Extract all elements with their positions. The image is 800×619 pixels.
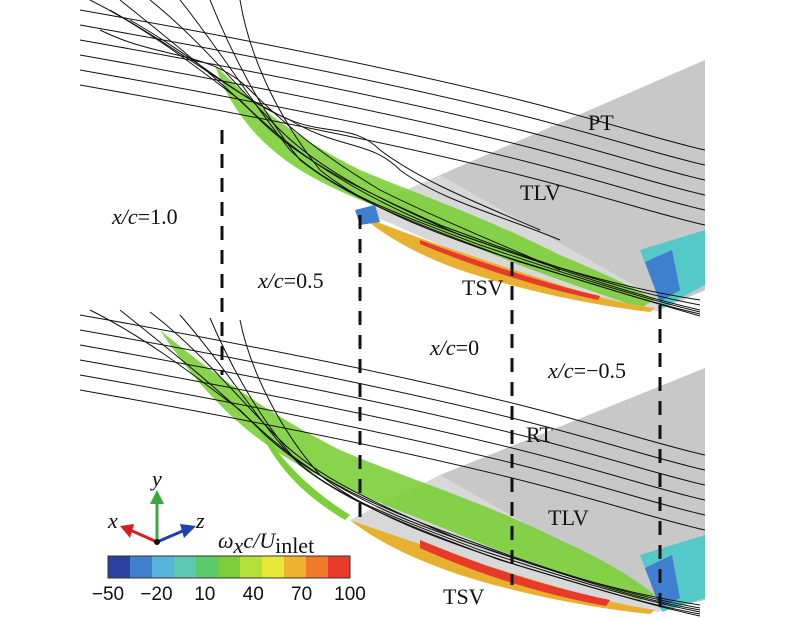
top-tsv-red bbox=[420, 240, 600, 300]
colorbar-frame bbox=[107, 555, 351, 579]
colorbar-tick-label: 100 bbox=[334, 584, 366, 605]
station-4-var: x/c bbox=[547, 358, 574, 383]
axis-triad: y x z bbox=[107, 466, 205, 545]
station-label-2: x/c=0.5 bbox=[257, 268, 324, 293]
label-tlv-bottom: TLV bbox=[548, 505, 589, 530]
label-tsv-top: TSV bbox=[462, 275, 504, 300]
colorbar-title-mid: c/U bbox=[243, 528, 277, 553]
colorbar-segments bbox=[108, 556, 351, 578]
station-2-value: =0.5 bbox=[284, 268, 324, 293]
axis-z-label: z bbox=[195, 508, 205, 533]
colorbar-segment bbox=[328, 556, 351, 578]
colorbar-title-sub: x bbox=[233, 533, 244, 558]
station-2-var: x/c bbox=[257, 268, 284, 293]
bottom-tlv-core bbox=[160, 330, 655, 600]
colorbar-tick-label: 40 bbox=[243, 584, 264, 605]
station-3-value: =0 bbox=[456, 335, 479, 360]
station-4-value: =−0.5 bbox=[574, 358, 626, 383]
axis-x-head bbox=[120, 524, 134, 538]
station-label-1: x/c=1.0 bbox=[111, 204, 178, 229]
colorbar-segment bbox=[130, 556, 153, 578]
axis-x-arrow bbox=[129, 528, 158, 544]
colorbar-segment bbox=[174, 556, 197, 578]
bottom-tsv-red bbox=[420, 540, 610, 606]
colorbar-segment bbox=[108, 556, 131, 578]
colorbar-segment bbox=[284, 556, 307, 578]
axis-origin bbox=[154, 539, 160, 545]
colorbar-title: ωxc/Uinlet bbox=[218, 528, 314, 558]
axis-z-head bbox=[180, 524, 196, 538]
colorbar-segment bbox=[152, 556, 175, 578]
axis-y-label: y bbox=[150, 466, 162, 491]
colorbar-tick-label: 10 bbox=[194, 584, 215, 605]
top-blade-blue-zone bbox=[645, 250, 680, 302]
colorbar-tick-label: 70 bbox=[291, 584, 312, 605]
station-1-var: x/c bbox=[111, 204, 138, 229]
label-pt: PT bbox=[588, 110, 614, 135]
colorbar-tick-label: −20 bbox=[140, 584, 172, 605]
station-1-value: =1.0 bbox=[138, 204, 178, 229]
colorbar-ticks: −50 −20 10 40 70 100 bbox=[92, 584, 366, 605]
colorbar: ωxc/Uinlet −50 −20 10 40 70 100 bbox=[92, 528, 366, 605]
axis-x-label: x bbox=[107, 508, 118, 533]
bottom-blade-blue-zone bbox=[645, 555, 680, 608]
station-label-3: x/c=0 bbox=[429, 335, 479, 360]
colorbar-segment bbox=[196, 556, 219, 578]
station-lines bbox=[220, 130, 662, 610]
axis-z-arrow bbox=[156, 528, 186, 544]
colorbar-segment bbox=[240, 556, 263, 578]
top-streamlines bbox=[79, 0, 706, 317]
colorbar-segment bbox=[218, 556, 241, 578]
label-tlv-top: TLV bbox=[520, 180, 561, 205]
colorbar-title-sub2: inlet bbox=[275, 533, 314, 558]
axis-y-head bbox=[150, 490, 164, 504]
colorbar-tick-label: −50 bbox=[92, 584, 124, 605]
bottom-streamlines bbox=[79, 309, 706, 617]
station-label-4: x/c=−0.5 bbox=[547, 358, 626, 383]
colorbar-segment bbox=[306, 556, 329, 578]
label-tsv-bottom: TSV bbox=[443, 584, 485, 609]
bottom-side-vortex bbox=[255, 420, 350, 520]
label-rt: RT bbox=[526, 422, 553, 447]
colorbar-title-var: ω bbox=[218, 528, 234, 553]
station-3-var: x/c bbox=[429, 335, 456, 360]
bottom-tsv-core bbox=[350, 520, 655, 614]
colorbar-segment bbox=[262, 556, 285, 578]
bottom-vortex bbox=[160, 330, 655, 614]
